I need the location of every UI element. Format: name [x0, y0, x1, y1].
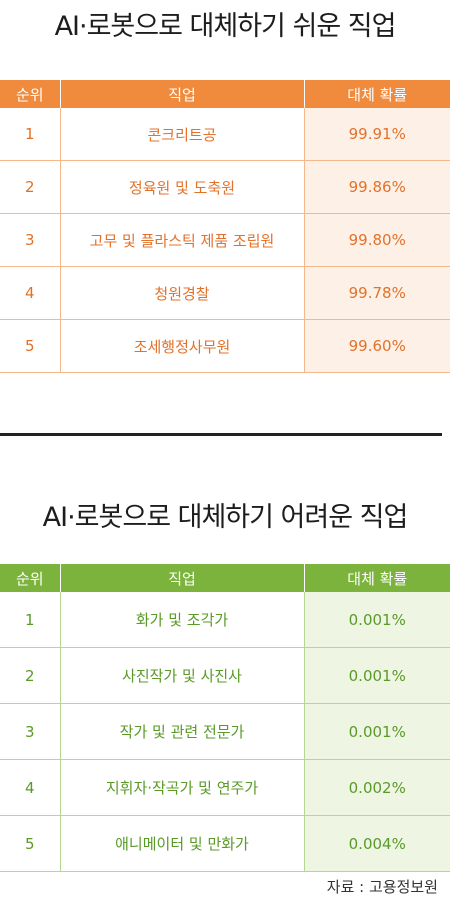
rank-cell: 2	[0, 647, 61, 704]
table-row: 3 작가 및 관련 전문가 0.001%	[0, 703, 450, 760]
rank-cell: 1	[0, 108, 61, 161]
rate-cell: 0.004%	[304, 815, 450, 872]
rate-header: 대체 확률	[304, 564, 450, 592]
job-cell: 콘크리트공	[60, 108, 305, 161]
rank-cell: 5	[0, 815, 61, 872]
rate-cell: 0.001%	[304, 592, 450, 648]
rank-header: 순위	[0, 564, 61, 592]
rank-cell: 4	[0, 759, 61, 816]
job-cell: 조세행정사무원	[60, 319, 305, 373]
section-divider	[0, 433, 442, 436]
rate-cell: 0.001%	[304, 647, 450, 704]
job-cell: 정육원 및 도축원	[60, 160, 305, 214]
hard-jobs-table: 순위 직업 대체 확률 1 화가 및 조각가 0.001% 2 사진작가 및 사…	[0, 564, 450, 872]
easy-jobs-table: 순위 직업 대체 확률 1 콘크리트공 99.91% 2 정육원 및 도축원 9…	[0, 80, 450, 373]
rank-cell: 4	[0, 266, 61, 320]
rank-header: 순위	[0, 80, 61, 108]
rank-cell: 3	[0, 213, 61, 267]
rate-cell: 99.60%	[304, 319, 450, 373]
rate-cell: 0.001%	[304, 703, 450, 760]
job-cell: 애니메이터 및 만화가	[60, 815, 305, 872]
job-header: 직업	[60, 564, 305, 592]
rate-cell: 99.78%	[304, 266, 450, 320]
rank-cell: 5	[0, 319, 61, 373]
table-header-row: 순위 직업 대체 확률	[0, 80, 450, 108]
job-cell: 청원경찰	[60, 266, 305, 320]
table-row: 1 콘크리트공 99.91%	[0, 108, 450, 161]
table-row: 5 애니메이터 및 만화가 0.004%	[0, 815, 450, 872]
job-cell: 작가 및 관련 전문가	[60, 703, 305, 760]
rate-cell: 99.91%	[304, 108, 450, 161]
table-row: 3 고무 및 플라스틱 제품 조립원 99.80%	[0, 213, 450, 267]
job-cell: 지휘자·작곡가 및 연주가	[60, 759, 305, 816]
table-row: 5 조세행정사무원 99.60%	[0, 319, 450, 373]
rank-cell: 1	[0, 592, 61, 648]
rate-cell: 99.80%	[304, 213, 450, 267]
rate-cell: 0.002%	[304, 759, 450, 816]
rank-cell: 3	[0, 703, 61, 760]
table-row: 1 화가 및 조각가 0.001%	[0, 592, 450, 648]
job-header: 직업	[60, 80, 305, 108]
table-row: 4 지휘자·작곡가 및 연주가 0.002%	[0, 759, 450, 816]
source-note: 자료 : 고용정보원	[326, 878, 438, 896]
job-cell: 고무 및 플라스틱 제품 조립원	[60, 213, 305, 267]
table-row: 2 사진작가 및 사진사 0.001%	[0, 647, 450, 704]
table-row: 2 정육원 및 도축원 99.86%	[0, 160, 450, 214]
hard-jobs-title: AI·로봇으로 대체하기 어려운 직업	[42, 502, 409, 533]
table-header-row: 순위 직업 대체 확률	[0, 564, 450, 592]
rate-header: 대체 확률	[304, 80, 450, 108]
rate-cell: 99.86%	[304, 160, 450, 214]
table-row: 4 청원경찰 99.78%	[0, 266, 450, 320]
easy-jobs-title: AI·로봇으로 대체하기 쉬운 직업	[54, 11, 397, 42]
job-cell: 화가 및 조각가	[60, 592, 305, 648]
job-cell: 사진작가 및 사진사	[60, 647, 305, 704]
rank-cell: 2	[0, 160, 61, 214]
